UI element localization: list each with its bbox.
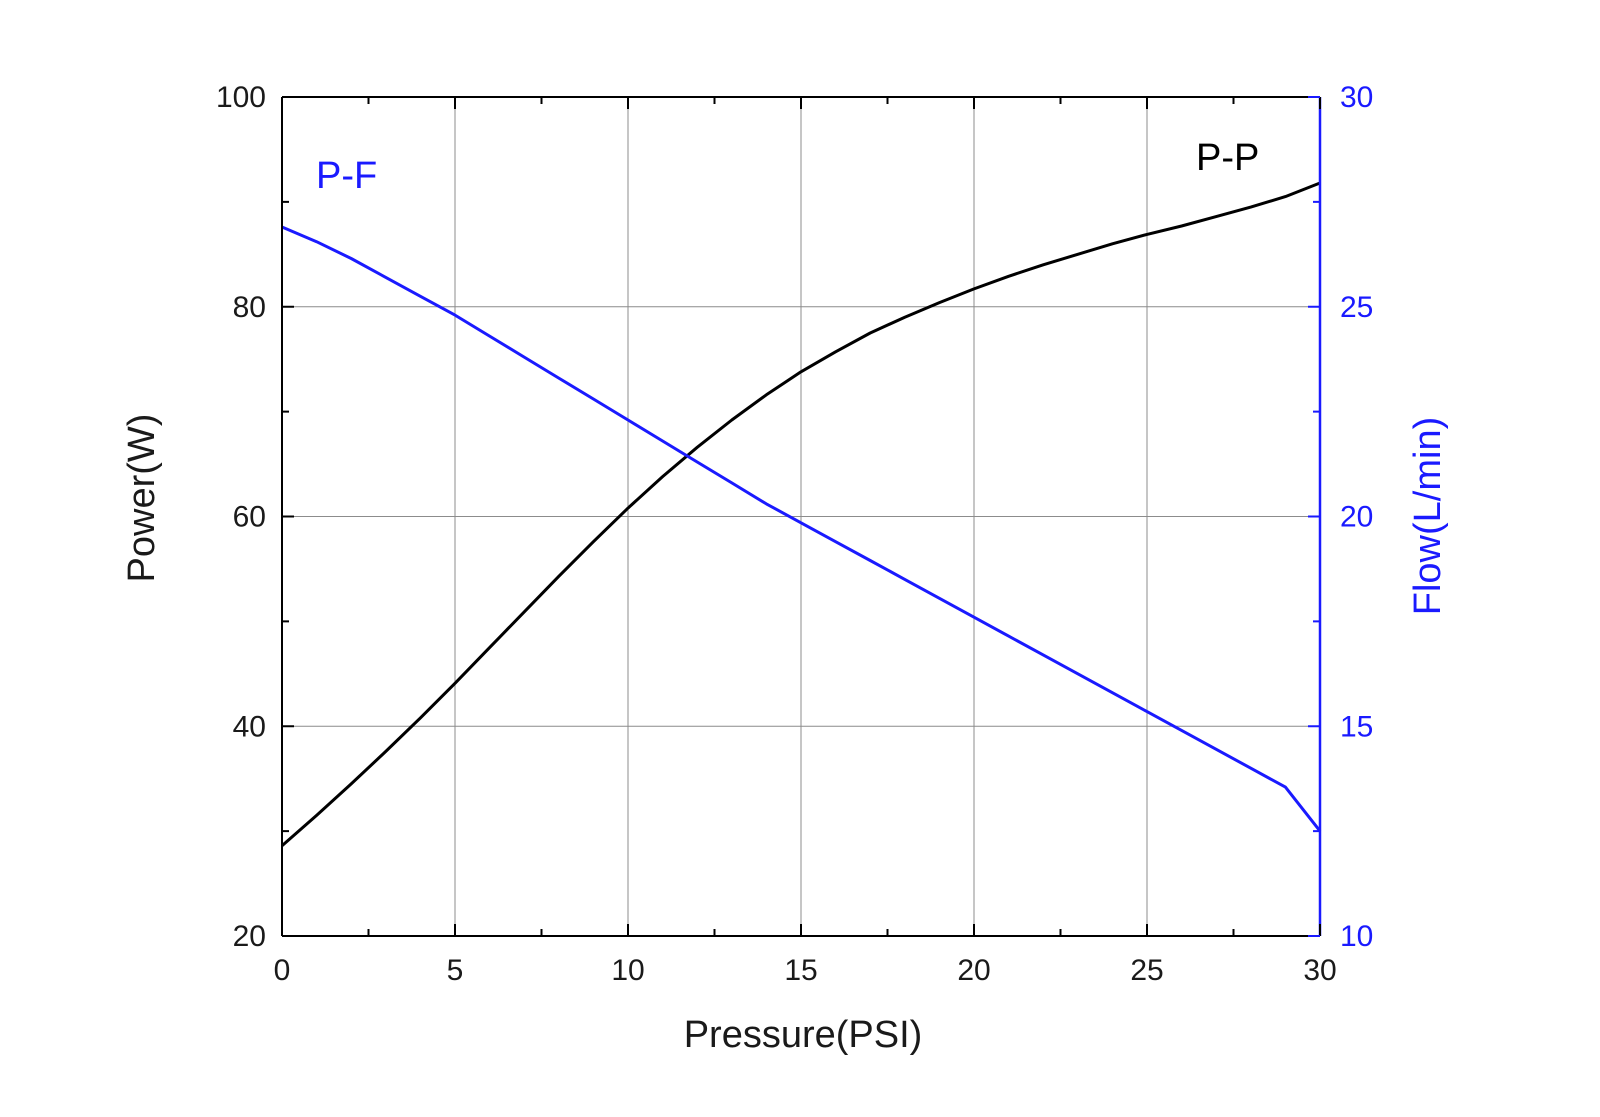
y-left-tick-label: 60 bbox=[233, 501, 266, 534]
axis-labels: 0 5 10 15 20 25 30 20 40 60 80 100 10 15 20 25 30 bbox=[216, 81, 1373, 987]
y-right-tick-label: 10 bbox=[1340, 920, 1373, 953]
y-right-tick-label: 20 bbox=[1340, 501, 1373, 534]
y-left-tick-label: 100 bbox=[216, 81, 266, 114]
y-left-tick-label: 80 bbox=[233, 291, 266, 324]
series-line-p-f bbox=[281, 225, 1322, 833]
x-axis-title: Pressure(PSI) bbox=[684, 1014, 923, 1056]
x-tick-label: 0 bbox=[274, 954, 291, 987]
series-label-p-f: P-F bbox=[316, 155, 377, 197]
grid-lines bbox=[282, 97, 1320, 936]
x-tick-label: 15 bbox=[784, 954, 817, 987]
y-left-tick-label: 20 bbox=[233, 920, 266, 953]
y-right-axis-title: Flow(L/min) bbox=[1407, 417, 1449, 615]
y-right-tick-label: 15 bbox=[1340, 710, 1373, 743]
y-left-axis-title: Power(W) bbox=[121, 414, 163, 583]
x-tick-label: 10 bbox=[611, 954, 644, 987]
y-left-tick-label: 40 bbox=[233, 710, 266, 743]
series-label-p-p: P-P bbox=[1196, 137, 1259, 179]
axes bbox=[281, 96, 1322, 937]
series-lines bbox=[281, 181, 1322, 847]
y-right-tick-label: 30 bbox=[1340, 81, 1373, 114]
y-right-tick-label: 25 bbox=[1340, 291, 1373, 324]
x-tick-label: 30 bbox=[1303, 954, 1336, 987]
x-tick-label: 5 bbox=[447, 954, 464, 987]
series-line-p-p bbox=[281, 181, 1321, 847]
x-tick-label: 25 bbox=[1130, 954, 1163, 987]
x-tick-label: 20 bbox=[957, 954, 990, 987]
